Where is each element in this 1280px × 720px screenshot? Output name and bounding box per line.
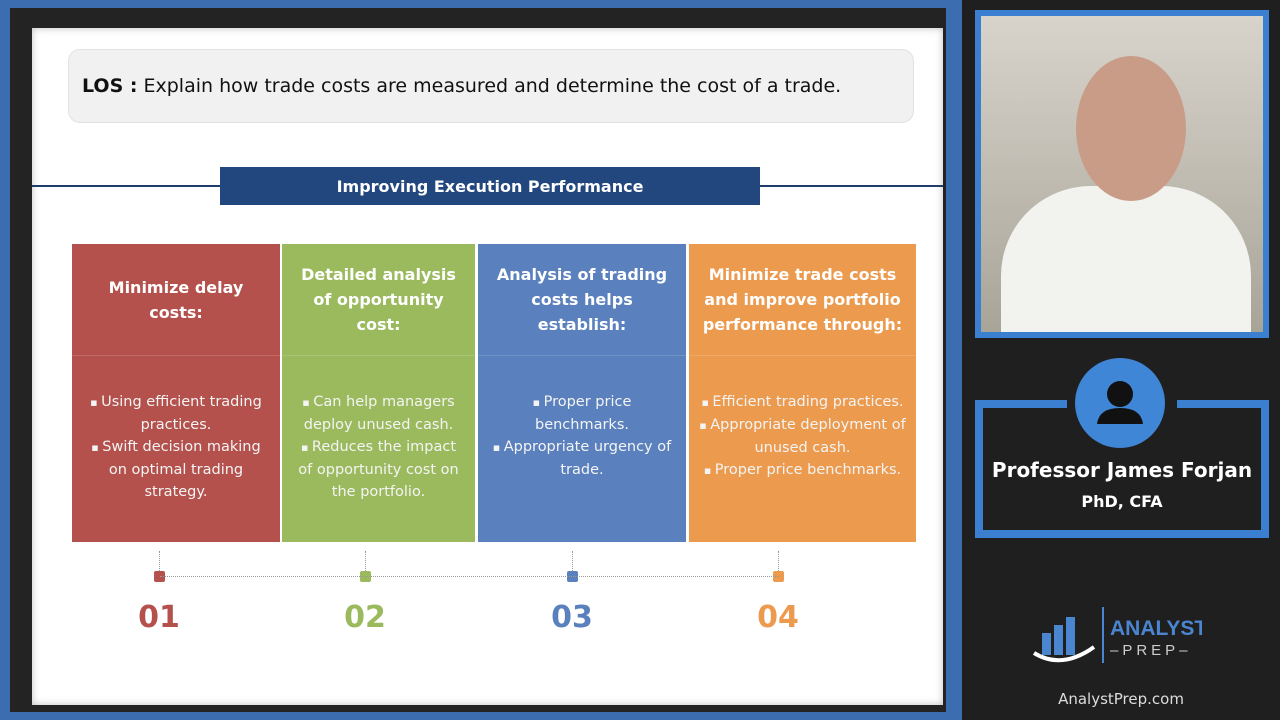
website-link[interactable]: AnalystPrep.com: [1058, 690, 1184, 708]
user-icon: [1075, 358, 1165, 448]
column-title: Minimize trade costs and improve portfol…: [689, 244, 916, 356]
timeline-tick: [778, 551, 779, 573]
step-number: 04: [757, 600, 799, 635]
presenter-credentials: PhD, CFA: [1081, 492, 1163, 511]
analystprep-logo: ANALYST –PREP–: [1032, 605, 1207, 665]
column-1: Minimize delay costs:Using efficient tra…: [72, 244, 280, 542]
los-box: LOS : Explain how trade costs are measure…: [68, 49, 914, 123]
column-title: Analysis of trading costs helps establis…: [478, 244, 686, 356]
svg-text:ANALYST: ANALYST: [1110, 617, 1202, 640]
timeline-tick: [159, 551, 160, 573]
slide-frame: LOS : Explain how trade costs are measure…: [10, 8, 946, 712]
step-number: 03: [551, 600, 593, 635]
presenter-shirt: [1001, 186, 1251, 332]
presenter-head: [1076, 56, 1186, 201]
step-number: 02: [344, 600, 386, 635]
presenter-name: Professor James Forjan: [991, 458, 1253, 482]
column-2: Detailed analysis of opportunity cost:Ca…: [282, 244, 475, 542]
bullet-item: Efficient trading practices.: [699, 391, 906, 414]
bullet-list: Efficient trading practices.Appropriate …: [689, 356, 916, 482]
presenter-namecard: Professor James Forjan PhD, CFA: [975, 399, 1269, 538]
bullet-list: Can help managers deploy unused cash.Red…: [282, 356, 475, 503]
column-4: Minimize trade costs and improve portfol…: [689, 244, 916, 542]
timeline-marker: [154, 571, 165, 582]
los-text: Explain how trade costs are measured and…: [143, 75, 842, 97]
bullet-list: Using efficient trading practices.Swift …: [72, 356, 280, 503]
bullet-item: Reduces the impact of opportunity cost o…: [292, 436, 465, 503]
bullet-item: Appropriate urgency of trade.: [488, 436, 676, 481]
bullet-item: Using efficient trading practices.: [82, 391, 270, 436]
bullet-item: Proper price benchmarks.: [488, 391, 676, 436]
bullet-item: Appropriate deployment of unused cash.: [699, 414, 906, 459]
bullet-item: Proper price benchmarks.: [699, 459, 906, 482]
step-number: 01: [138, 600, 180, 635]
timeline-tick: [572, 551, 573, 573]
slide: LOS : Explain how trade costs are measure…: [32, 28, 943, 705]
column-title: Minimize delay costs:: [72, 244, 280, 356]
los-label: LOS :: [82, 75, 138, 97]
bullet-item: Can help managers deploy unused cash.: [292, 391, 465, 436]
presenter-panel: Professor James Forjan PhD, CFA ANALYST …: [962, 0, 1280, 720]
timeline-tick: [365, 551, 366, 573]
bullet-list: Proper price benchmarks.Appropriate urge…: [478, 356, 686, 481]
svg-text:–PREP–: –PREP–: [1110, 642, 1192, 659]
bullet-item: Swift decision making on optimal trading…: [82, 436, 270, 503]
presenter-video: [975, 10, 1269, 338]
timeline: [160, 576, 780, 577]
slide-title: Improving Execution Performance: [220, 167, 760, 205]
column-3: Analysis of trading costs helps establis…: [478, 244, 686, 542]
column-title: Detailed analysis of opportunity cost:: [282, 244, 475, 356]
